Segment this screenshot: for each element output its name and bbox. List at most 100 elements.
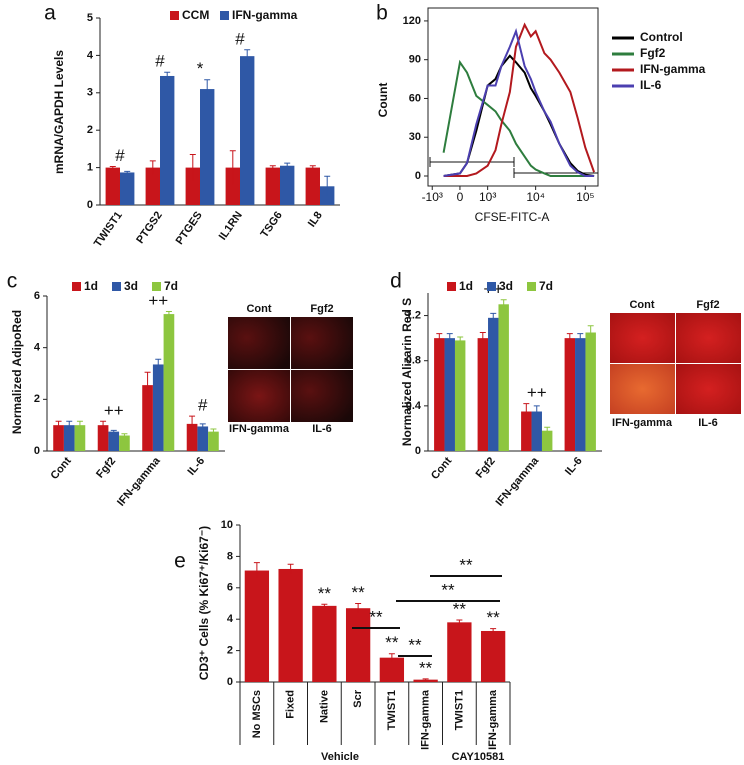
error-bar (149, 160, 156, 175)
x-tick-label: -10³ (422, 190, 443, 204)
error-bar (523, 403, 530, 420)
significance-mark: ** (419, 658, 433, 677)
error-bar (244, 49, 251, 63)
bar (108, 431, 120, 451)
error-bar (189, 415, 196, 432)
significance-mark: ++ (148, 291, 168, 310)
error-bar (500, 299, 507, 309)
panel-label: d (390, 270, 402, 293)
histogram-line (443, 27, 595, 177)
bar (142, 385, 153, 451)
y-tick-label: 1 (87, 162, 93, 174)
bar (74, 425, 86, 451)
legend-label: Fgf2 (640, 46, 666, 60)
error-bar (144, 371, 151, 399)
comparison-label: ** (459, 555, 473, 574)
x-tick-label: No MSCs (251, 690, 263, 738)
x-tick-label: PTGS2 (134, 210, 165, 246)
legend-label: IL-6 (640, 78, 662, 92)
bar (585, 332, 596, 451)
legend-label: 1d (459, 279, 473, 293)
micrograph (291, 370, 353, 422)
x-tick-label: IL8 (306, 210, 325, 230)
histogram-line (443, 54, 595, 177)
image-label: IFN-gamma (612, 417, 673, 429)
bar (345, 608, 371, 682)
y-tick-label: 0 (34, 445, 40, 457)
panel-label: c (7, 270, 18, 293)
bar (521, 411, 532, 451)
x-tick-label: PTGES (174, 210, 205, 247)
error-bar (321, 603, 328, 608)
bar (498, 304, 509, 451)
bar (120, 172, 135, 205)
error-bar (566, 333, 573, 343)
bar (575, 338, 586, 451)
significance-mark: ++ (527, 383, 547, 402)
legend-label: 3d (499, 279, 513, 293)
legend-swatch (170, 11, 179, 20)
y-tick-label: 4 (87, 49, 94, 61)
bar (434, 338, 445, 451)
error-bar (309, 165, 316, 170)
legend-swatch (447, 282, 456, 291)
y-tick-label: 0.8 (406, 355, 421, 367)
bar (447, 622, 472, 682)
error-bar (110, 429, 117, 433)
micrograph (228, 317, 290, 369)
micrograph (676, 364, 741, 414)
error-bar (155, 358, 162, 370)
bar (244, 570, 270, 682)
bar (197, 426, 209, 451)
significance-mark: # (115, 146, 125, 165)
bar (53, 425, 64, 451)
plot-frame (427, 7, 599, 187)
significance-mark: # (198, 396, 208, 415)
y-tick-label: 30 (409, 131, 421, 143)
x-tick-label: Cont (48, 455, 74, 482)
histogram-line (442, 59, 595, 177)
error-bar (269, 165, 276, 170)
error-bar (490, 628, 497, 634)
error-bar (490, 312, 497, 323)
error-bar (533, 405, 540, 418)
y-tick-label: 60 (409, 92, 421, 104)
x-tick-label: Fgf2 (474, 455, 498, 481)
error-bar (436, 333, 443, 343)
bar (145, 167, 160, 205)
x-tick-label: 0 (457, 190, 464, 204)
bar (477, 338, 489, 451)
y-tick-label: 8 (227, 550, 233, 562)
y-axis-label: CD3⁺ Cells (% Ki67⁺/Ki67⁻) (197, 526, 211, 680)
legend-label: Control (640, 30, 683, 44)
y-tick-label: 0 (87, 199, 93, 211)
legend-swatch (527, 282, 536, 291)
error-bar (388, 653, 395, 662)
bar (163, 314, 175, 451)
x-tick-label: Fgf2 (94, 455, 118, 481)
micrographs-c (228, 317, 353, 422)
bar (480, 630, 506, 682)
legend-label: 7d (164, 279, 178, 293)
x-tick-label: Fixed (285, 690, 297, 719)
bar (160, 75, 175, 205)
image-label: IL-6 (312, 423, 332, 435)
error-bar (456, 619, 463, 625)
bar (488, 317, 499, 451)
x-axis-label: CFSE-FITC-A (475, 210, 550, 224)
panel-label: b (376, 2, 388, 25)
y-tick-label: 90 (409, 54, 421, 66)
x-tick-label: Native (318, 690, 330, 723)
bar (531, 411, 542, 451)
error-bar (199, 423, 206, 430)
error-bar (229, 150, 236, 185)
error-bar (100, 420, 107, 430)
y-tick-label: 2 (227, 645, 233, 657)
legend-swatch (152, 282, 161, 291)
y-tick-label: 0 (227, 676, 233, 688)
significance-mark: ++ (104, 401, 124, 420)
y-axis-label: mRNA/GAPDH Levels (52, 50, 66, 174)
y-tick-label: 6 (227, 582, 233, 594)
error-bar (287, 563, 294, 574)
